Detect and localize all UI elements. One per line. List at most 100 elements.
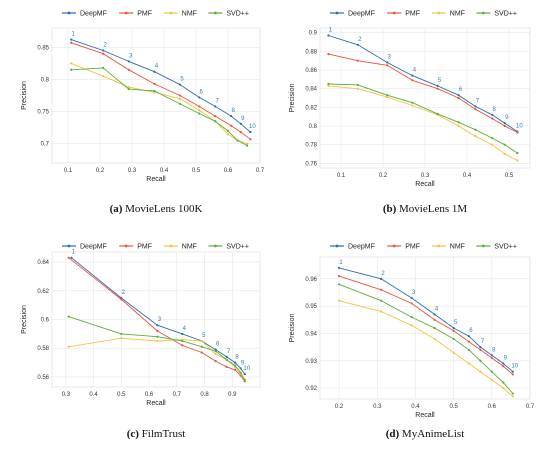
data-point: [467, 362, 471, 365]
series-line-nmf: [71, 62, 248, 145]
data-point: [386, 95, 389, 99]
point-label: 8: [235, 355, 239, 361]
data-point: [433, 313, 436, 316]
point-label: 4: [155, 64, 159, 70]
data-point: [178, 97, 182, 100]
legend-marker: [67, 244, 71, 248]
point-label: 1: [72, 32, 76, 38]
data-point: [225, 358, 228, 361]
data-point: [226, 129, 230, 132]
data-point: [379, 299, 383, 302]
data-point: [327, 53, 330, 56]
y-tick-label: 0.62: [37, 289, 49, 295]
point-label: 9: [505, 115, 509, 121]
x-tick-label: 0.6: [145, 392, 154, 398]
data-point: [433, 326, 436, 330]
data-point: [249, 138, 252, 141]
point-label: 5: [438, 78, 442, 84]
data-point: [337, 283, 341, 286]
point-label: 9: [504, 356, 508, 362]
data-point: [433, 318, 436, 321]
data-point: [411, 101, 414, 104]
y-tick-label: 0.95: [305, 304, 317, 310]
y-tick-label: 0.8: [309, 124, 318, 130]
data-point: [467, 335, 471, 338]
panel-caption: (d) MyAnimeList: [386, 428, 465, 440]
x-axis-label: Recall: [415, 412, 435, 419]
data-point: [491, 143, 494, 146]
data-point: [452, 329, 455, 332]
point-label: 6: [459, 87, 463, 93]
x-tick-label: 0.6: [488, 404, 497, 410]
data-point: [379, 288, 383, 291]
x-tick-label: 0.1: [64, 168, 73, 174]
data-point: [410, 296, 413, 300]
data-point: [511, 373, 514, 376]
data-point: [490, 370, 493, 373]
x-tick-label: 0.3: [62, 392, 71, 398]
data-point: [230, 124, 233, 127]
data-point: [457, 124, 460, 128]
point-label: 4: [413, 68, 417, 74]
legend-marker: [67, 11, 71, 15]
y-tick-label: 0.94: [305, 331, 317, 337]
data-point: [337, 275, 341, 278]
data-point: [214, 352, 217, 356]
point-label: 3: [412, 290, 416, 296]
data-point: [230, 114, 233, 118]
x-tick-label: 0.2: [96, 168, 105, 174]
series-line-svdpp: [328, 83, 518, 154]
point-label: 1: [329, 27, 333, 33]
legend-label: SVD++: [494, 11, 517, 18]
legend-label: PMF: [405, 244, 420, 251]
point-label: 4: [435, 306, 439, 312]
data-point: [156, 324, 159, 327]
data-point: [490, 354, 493, 357]
point-label: 10: [516, 124, 523, 130]
data-point: [327, 84, 330, 87]
panel-caption: (c) FilmTrust: [127, 428, 186, 440]
data-point: [502, 386, 505, 390]
legend-label: NMF: [182, 244, 197, 251]
data-point: [120, 337, 123, 340]
caption-text: FilmTrust: [139, 428, 185, 440]
point-label: 1: [72, 250, 76, 256]
data-point: [337, 299, 341, 302]
data-point: [457, 121, 460, 124]
data-point: [127, 60, 130, 63]
data-point: [233, 364, 237, 367]
series-line-pmf: [71, 42, 251, 140]
data-point: [516, 159, 519, 162]
data-point: [386, 94, 389, 97]
legend-marker: [392, 244, 396, 248]
data-point: [102, 66, 105, 69]
point-label: 4: [183, 326, 187, 332]
data-point: [226, 132, 230, 136]
legend-label: DeepMF: [348, 244, 375, 251]
y-tick-label: 0.75: [37, 110, 49, 116]
data-point: [410, 324, 413, 327]
legend-label: NMF: [182, 11, 197, 18]
data-point: [436, 112, 439, 115]
data-point: [503, 124, 506, 128]
data-point: [214, 349, 217, 353]
legend-marker: [214, 11, 217, 15]
data-point: [102, 75, 105, 78]
legend: DeepMF PMF NMF SVD++: [62, 244, 249, 251]
x-tick-label: 0.4: [89, 392, 98, 398]
data-point: [436, 87, 439, 90]
data-point: [511, 395, 514, 398]
data-point: [178, 94, 182, 97]
data-point: [198, 105, 201, 108]
data-point: [474, 105, 477, 108]
series-line-deepmf: [71, 39, 251, 133]
data-point: [433, 337, 436, 341]
y-tick-label: 0.84: [305, 87, 317, 93]
data-point: [474, 135, 477, 138]
data-point: [503, 143, 506, 146]
data-point: [225, 355, 228, 358]
legend-marker: [437, 11, 441, 15]
data-point: [356, 43, 359, 46]
y-tick-label: 0.85: [37, 45, 49, 51]
x-tick-label: 0.5: [449, 404, 458, 410]
